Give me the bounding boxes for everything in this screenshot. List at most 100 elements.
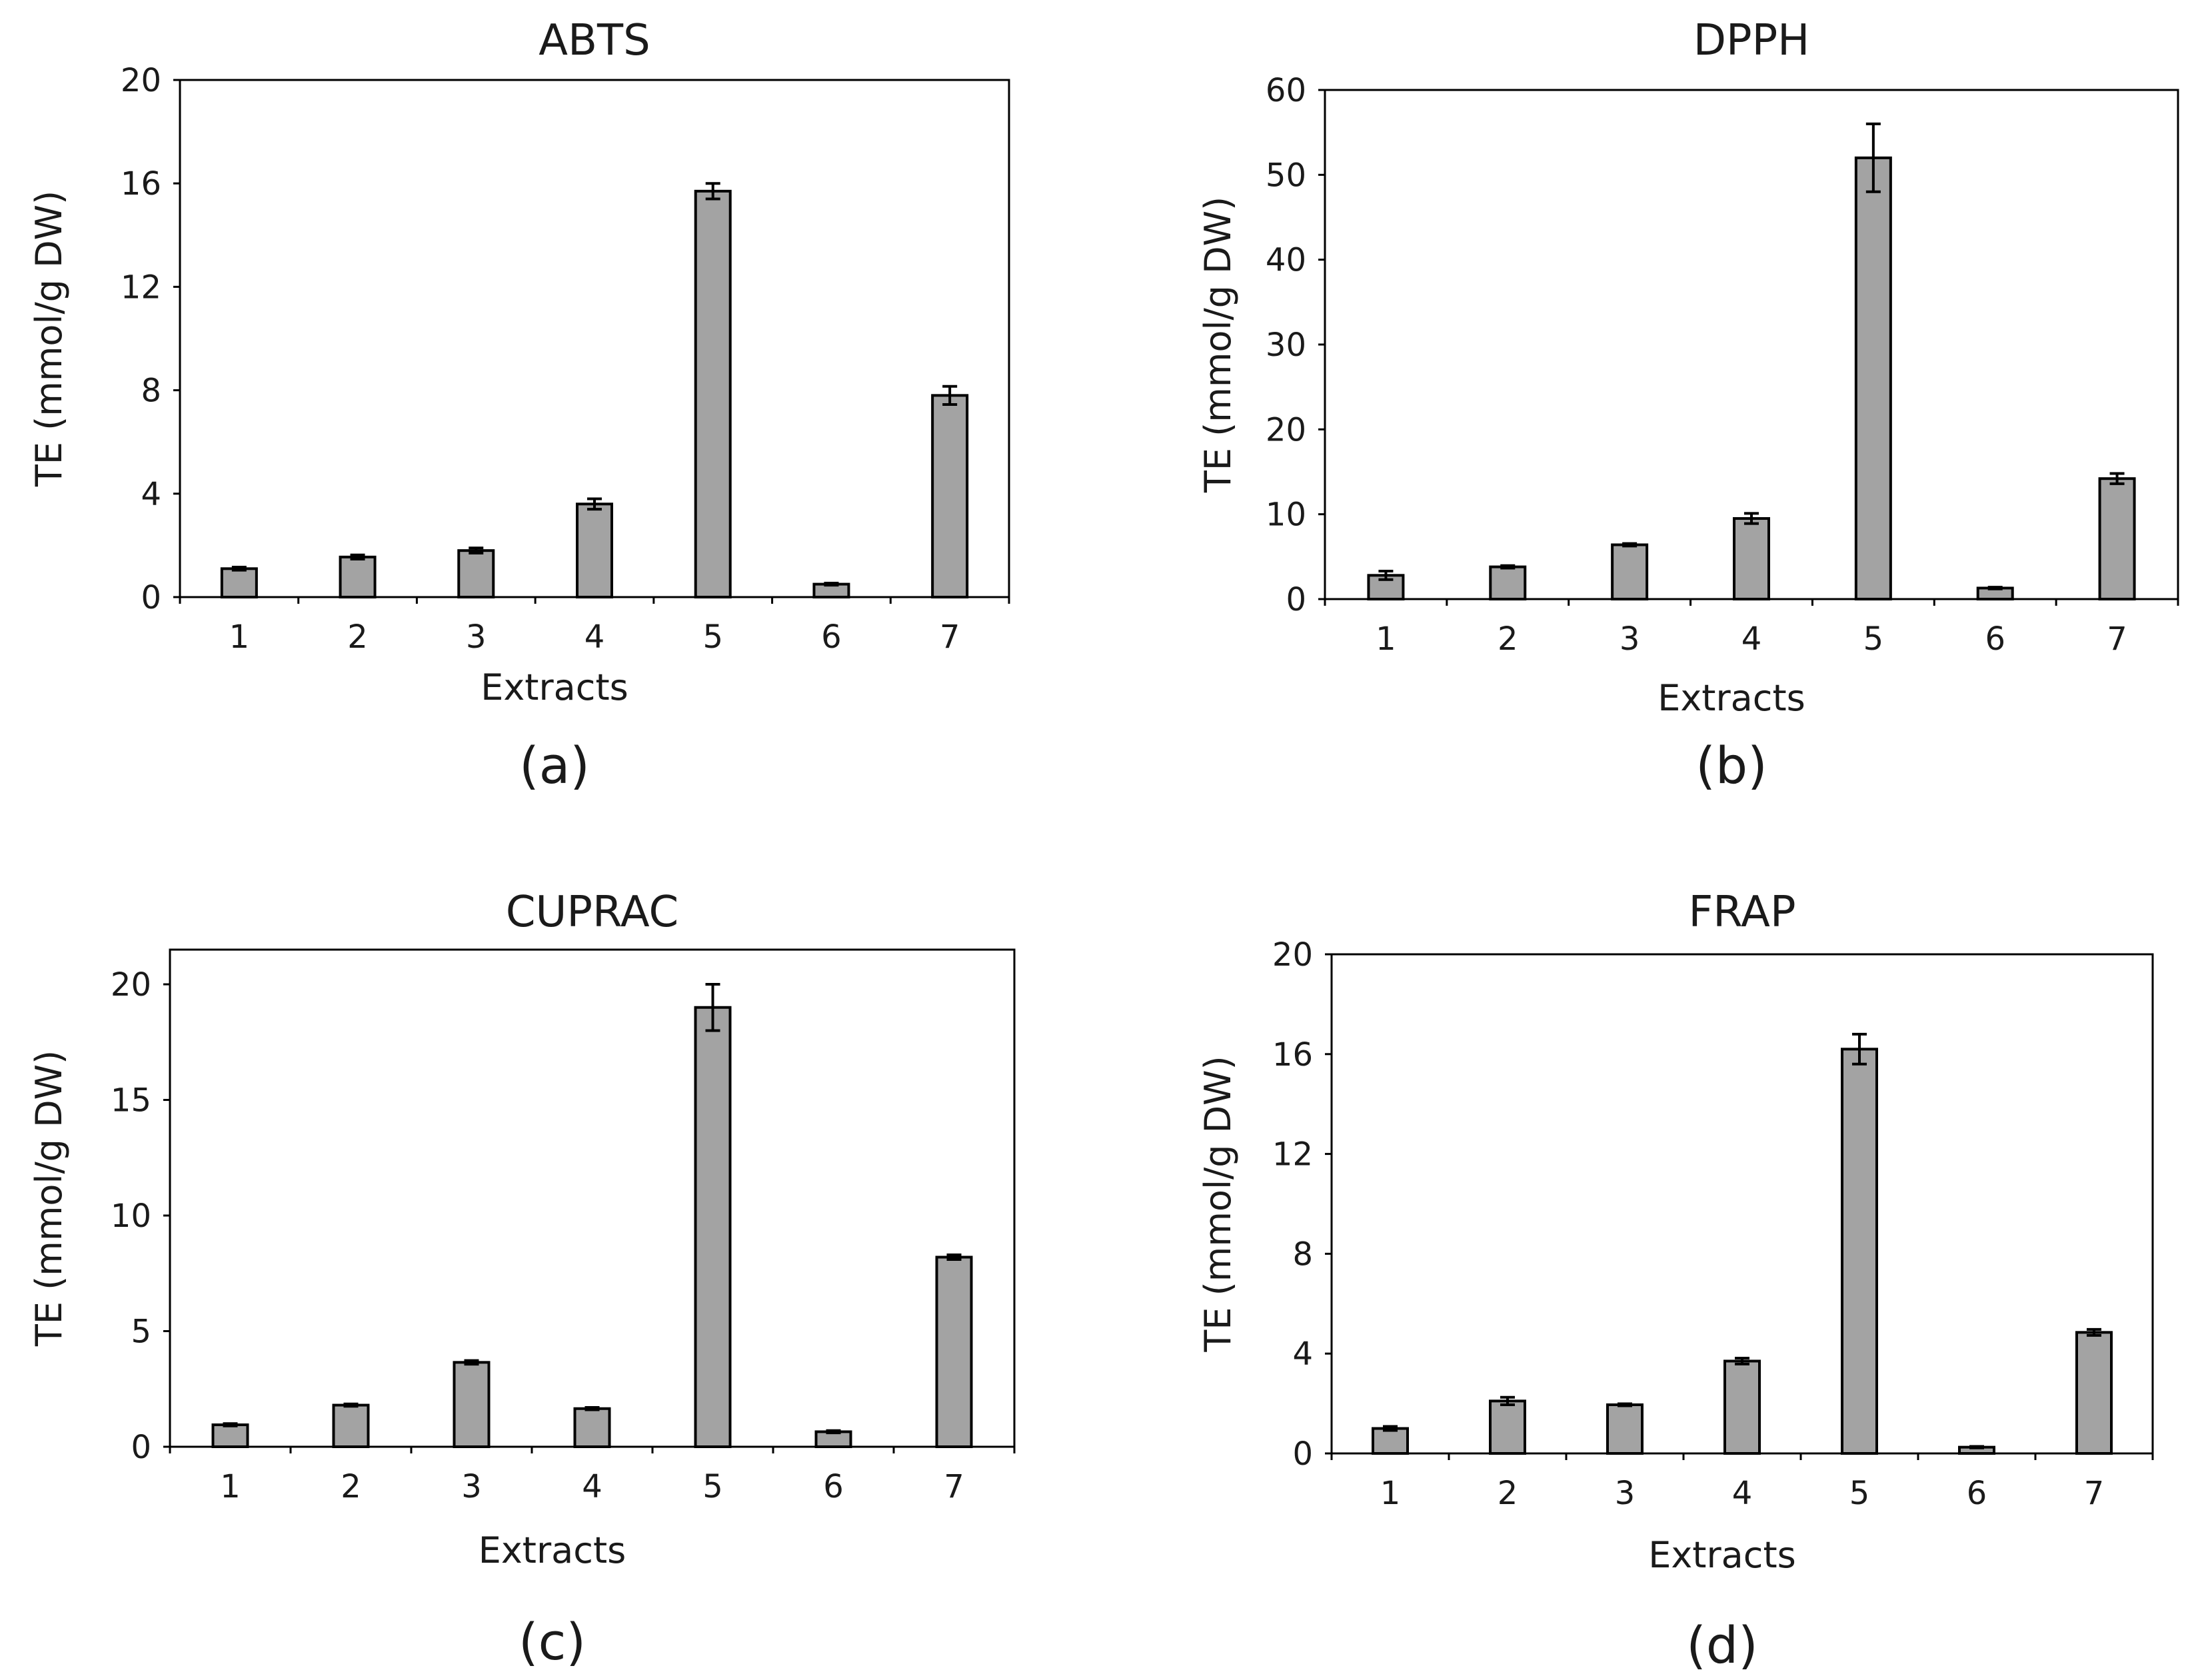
error-bar-6 <box>824 582 839 587</box>
panel-label: (b) <box>1695 736 1767 795</box>
error-bar-5 <box>705 182 720 201</box>
plot-frame <box>1330 953 2154 1455</box>
y-tick-label: 30 <box>1266 327 1306 364</box>
x-tick-label: 1 <box>229 618 250 656</box>
chart-title: ABTS <box>539 16 650 65</box>
chart-title: DPPH <box>1693 16 1810 65</box>
x-tick-label: 5 <box>1863 620 1884 658</box>
y-tick-label: 50 <box>1266 157 1306 194</box>
error-bar-1 <box>231 565 247 572</box>
bar-3 <box>1611 543 1649 600</box>
bar-5 <box>694 1006 732 1448</box>
y-tick-label: 10 <box>111 1198 151 1235</box>
bar-2 <box>1489 1399 1526 1455</box>
x-tick-label: 6 <box>823 1468 844 1505</box>
y-tick-label: 5 <box>131 1313 151 1351</box>
error-bar-2 <box>350 553 365 560</box>
y-tick-label: 20 <box>121 62 161 99</box>
bar-4 <box>1723 1359 1761 1455</box>
bar-1 <box>1372 1427 1409 1455</box>
y-tick-label: 16 <box>1272 1036 1313 1074</box>
x-tick-label: 3 <box>461 1468 482 1505</box>
error-bar-1 <box>1383 1425 1398 1432</box>
y-tick-label: 20 <box>1272 936 1313 974</box>
bar-4 <box>1733 517 1770 600</box>
x-tick-label: 2 <box>347 618 368 656</box>
plot-frame <box>169 948 1016 1448</box>
y-tick-label: 20 <box>111 966 151 1004</box>
x-tick-label: 5 <box>702 618 723 656</box>
error-bar-6 <box>1987 586 2003 590</box>
x-tick-label: 5 <box>1849 1475 1870 1512</box>
bar-2 <box>339 555 377 598</box>
error-bar-3 <box>464 1359 479 1366</box>
y-tick-label: 0 <box>1286 581 1306 618</box>
x-tick-label: 7 <box>2107 620 2127 658</box>
x-axis-label: Extracts <box>479 1529 626 1571</box>
error-bar-7 <box>2087 1327 2101 1337</box>
bar-3 <box>453 1361 491 1449</box>
y-tick-label: 8 <box>141 373 161 410</box>
x-tick-label: 5 <box>702 1468 723 1505</box>
chart-panel-2: DPPH 0 10 20 30 40 50 60 1 2 3 4 5 6 7 Extracts TE (mmol… <box>1197 16 2179 795</box>
x-tick-label: 4 <box>1732 1475 1753 1512</box>
bar-2 <box>1489 565 1527 601</box>
y-tick-label: 12 <box>121 269 161 306</box>
bar-3 <box>457 549 495 598</box>
y-axis-label: TE (mmol/g DW) <box>28 1050 70 1347</box>
error-bar-3 <box>469 546 484 555</box>
y-tick-label: 40 <box>1266 242 1306 279</box>
error-bar-4 <box>1744 512 1759 525</box>
plot-frame <box>179 79 1010 598</box>
bar-3 <box>1606 1403 1643 1455</box>
y-axis-label: TE (mmol/g DW) <box>1197 197 1239 493</box>
y-tick-label: 0 <box>1292 1435 1313 1473</box>
x-tick-label: 4 <box>584 618 605 656</box>
error-bar-7 <box>942 385 958 406</box>
bar-1 <box>220 567 258 599</box>
error-bar-5 <box>1852 1032 1867 1066</box>
bar-4 <box>576 502 613 598</box>
x-tick-label: 3 <box>466 618 487 656</box>
y-axis-label: TE (mmol/g DW) <box>1197 1056 1239 1352</box>
y-tick-label: 15 <box>111 1082 151 1120</box>
error-bar-7 <box>2109 472 2125 485</box>
error-bar-5 <box>705 983 720 1032</box>
x-tick-label: 1 <box>220 1468 241 1505</box>
x-tick-label: 4 <box>1741 620 1762 658</box>
x-tick-label: 6 <box>1967 1475 1987 1512</box>
y-tick-label: 12 <box>1272 1136 1313 1174</box>
x-tick-label: 3 <box>1620 620 1640 658</box>
x-tick-label: 6 <box>1985 620 2005 658</box>
y-axis-label: TE (mmol/g DW) <box>28 191 70 487</box>
y-tick-label: 4 <box>141 476 161 513</box>
error-bar-3 <box>1622 542 1638 548</box>
y-tick-label: 20 <box>1266 411 1306 448</box>
bar-7 <box>935 1256 973 1449</box>
error-bar-1 <box>1378 569 1394 581</box>
y-tick-label: 0 <box>131 1429 151 1466</box>
bar-7 <box>931 394 969 598</box>
x-tick-label: 7 <box>940 618 960 656</box>
x-tick-label: 4 <box>582 1468 602 1505</box>
error-bar-7 <box>946 1254 962 1261</box>
x-tick-label: 7 <box>944 1468 964 1505</box>
x-tick-label: 1 <box>1376 620 1396 658</box>
error-bar-1 <box>223 1422 238 1427</box>
y-tick-label: 60 <box>1266 72 1306 109</box>
y-tick-label: 4 <box>1292 1335 1313 1373</box>
x-tick-label: 7 <box>2084 1475 2105 1512</box>
y-tick-label: 10 <box>1266 496 1306 534</box>
error-bar-6 <box>826 1429 841 1435</box>
y-tick-label: 0 <box>141 579 161 616</box>
bar-5 <box>1854 156 1892 601</box>
chart-panel-3: CUPRAC 0 5 10 15 20 1 2 3 4 5 6 7 Extracts TE (mmol/g … <box>28 888 1016 1671</box>
y-tick-label: 8 <box>1292 1236 1313 1273</box>
bar-7 <box>2098 477 2136 600</box>
x-tick-label: 2 <box>1498 620 1518 658</box>
bar-1 <box>211 1423 249 1448</box>
error-bar-2 <box>343 1402 359 1408</box>
bar-7 <box>2075 1331 2113 1455</box>
